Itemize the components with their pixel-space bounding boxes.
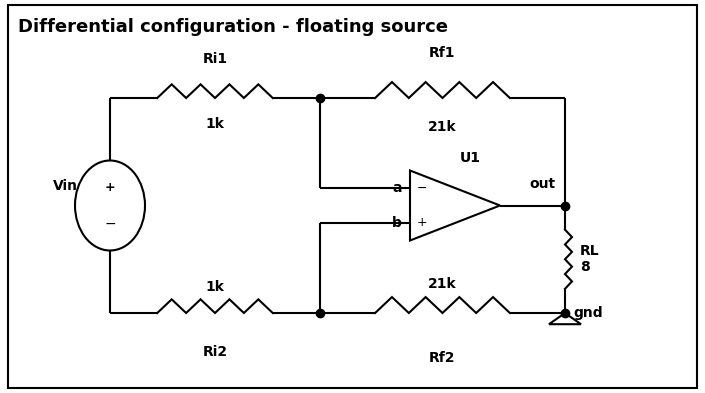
- Text: b: b: [392, 216, 402, 230]
- Text: Differential configuration - floating source: Differential configuration - floating so…: [18, 18, 448, 36]
- Text: out: out: [529, 178, 555, 191]
- Text: 21k: 21k: [428, 119, 457, 134]
- Text: U1: U1: [460, 151, 481, 165]
- Text: +: +: [104, 181, 116, 194]
- Text: −: −: [417, 182, 427, 195]
- Text: −: −: [104, 217, 116, 231]
- Text: a: a: [393, 181, 402, 195]
- FancyBboxPatch shape: [8, 5, 697, 388]
- Text: Vin: Vin: [52, 178, 78, 193]
- Text: 1k: 1k: [206, 117, 224, 131]
- Text: Ri2: Ri2: [202, 345, 228, 360]
- Text: Rf2: Rf2: [429, 351, 455, 365]
- Text: 21k: 21k: [428, 277, 457, 291]
- Text: RL: RL: [580, 244, 600, 258]
- Text: Ri1: Ri1: [202, 51, 228, 66]
- Text: gnd: gnd: [573, 306, 603, 320]
- Text: 8: 8: [580, 260, 590, 274]
- Text: Rf1: Rf1: [429, 46, 455, 61]
- Text: +: +: [417, 217, 427, 230]
- Text: 1k: 1k: [206, 280, 224, 294]
